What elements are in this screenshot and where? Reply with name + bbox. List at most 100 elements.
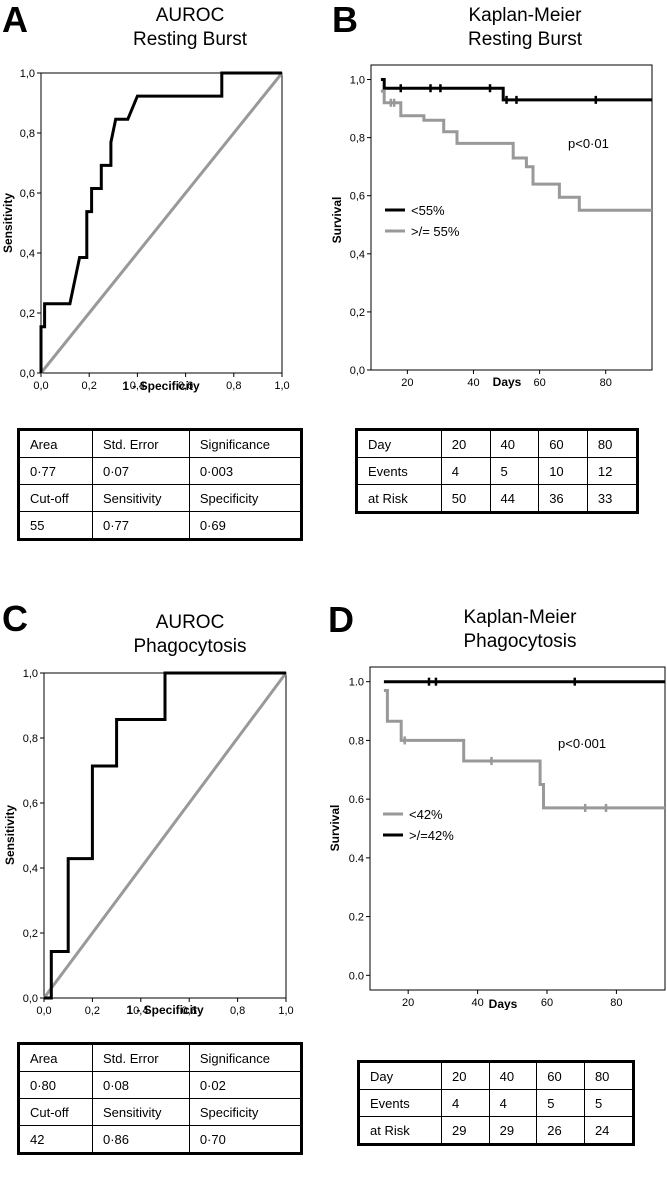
table-row: at Risk 50 44 36 33	[356, 484, 639, 513]
table-cell: 50	[440, 484, 491, 513]
x-tick-label: 0,2	[82, 380, 97, 392]
table-cell: 10	[538, 457, 588, 485]
reference-diagonal-line	[39, 72, 284, 374]
table-row: at Risk 29 29 26 24	[358, 1116, 635, 1145]
table-cell: Specificity	[188, 484, 303, 512]
km-chart-phagocytosis: 20 40 60 800.00.20.40.60.81.0 p<0·001 <42% …	[328, 666, 666, 1010]
risk-table-resting-burst: Day 20 40 60 80 Events 4 5 10 12 at Risk 50 44 36 33	[355, 428, 639, 514]
reference-diagonal-line	[42, 672, 288, 999]
y-tick-label: 0,4	[350, 249, 365, 261]
table-cell: 0·003	[188, 457, 303, 485]
table-cell: 0·80	[18, 1071, 93, 1099]
table-cell: 26	[536, 1116, 585, 1145]
p-value-annotation: p<0·01	[568, 136, 609, 151]
table-cell: 4	[440, 1089, 490, 1117]
x-tick-label: 0,2	[85, 1005, 100, 1017]
y-tick-label: 0.8	[349, 735, 364, 747]
survival-curve-1	[380, 78, 652, 102]
table-cell: 80	[583, 1061, 635, 1090]
y-tick-label: 0,0	[350, 365, 365, 377]
panel-d-title: Kaplan-Meier Phagocytosis	[400, 606, 640, 654]
table-cell: 0·77	[92, 511, 190, 540]
x-axis-label: Days	[489, 997, 518, 1010]
table-cell: 33	[586, 484, 639, 513]
table-row: 42 0·86 0·70	[18, 1125, 303, 1154]
table-row: Events 4 4 5 5	[358, 1089, 635, 1117]
x-tick-label: 20	[402, 997, 414, 1009]
table-row: Area Std. Error Significance	[18, 1043, 303, 1072]
plot-frame	[370, 64, 653, 371]
table-cell: Sensitivity	[92, 484, 190, 512]
y-tick-label: 0,4	[20, 248, 35, 260]
panel-b-title: Kaplan-Meier Resting Burst	[405, 4, 645, 52]
panel-letter-d: D	[328, 599, 354, 640]
table-row: 55 0·77 0·69	[18, 511, 303, 540]
table-cell: 42	[18, 1125, 93, 1154]
y-tick-label: 0,2	[20, 308, 35, 320]
table-cell: 80	[586, 429, 639, 458]
table-cell: 0·08	[92, 1071, 190, 1099]
y-tick-label: 0.4	[349, 853, 364, 865]
table-cell: Events	[358, 1089, 442, 1117]
table-row: Cut-off Sensitivity Specificity	[18, 1098, 303, 1126]
x-axis-label: 1 - Specificity	[122, 379, 200, 393]
y-tick-label: 0,2	[350, 307, 365, 319]
table-cell: 0·02	[188, 1071, 303, 1099]
x-tick-label: 40	[471, 997, 483, 1009]
x-tick-label: 0,6	[178, 380, 193, 392]
y-tick-label: 1,0	[23, 668, 38, 680]
survival-curve-1	[383, 689, 665, 810]
panel-b-title-line1: Kaplan-Meier	[468, 5, 582, 26]
y-tick-label: 0,0	[20, 368, 35, 380]
table-cell: at Risk	[356, 484, 442, 513]
table-cell: Day	[358, 1061, 442, 1090]
y-tick-label: 0,4	[23, 863, 38, 875]
table-cell: 40	[489, 429, 540, 458]
table-cell: 5	[583, 1089, 635, 1117]
table-cell: 0·69	[188, 511, 303, 540]
y-axis-label: Sensitivity	[3, 805, 17, 865]
roc-chart-phagocytosis: 0,0 0,2 0,4 0,6 0,8 1,0 0,0 0,2 0,4 0,6 0,8 1,0 1 -…	[3, 668, 294, 1017]
roc-stats-table-phagocytosis: Area Std. Error Significance 0·80 0·08 0·02 Cu…	[17, 1042, 303, 1155]
table-cell: 0·07	[92, 457, 190, 485]
table-cell: Significance	[188, 1043, 303, 1072]
table-cell: Sensitivity	[92, 1098, 190, 1126]
panel-b-title-line2: Resting Burst	[467, 29, 583, 50]
table-cell: 4	[488, 1089, 538, 1117]
table-cell: 60	[536, 1061, 585, 1090]
table-row: Day 20 40 60 80	[358, 1061, 635, 1090]
table-cell: 5	[536, 1089, 585, 1117]
x-tick-label: 0,6	[182, 1005, 197, 1017]
panel-a-title-line2: Resting Burst	[132, 29, 248, 50]
y-axis-label: Survival	[330, 197, 344, 244]
panel-c-title-line1: AUROC	[155, 612, 225, 633]
x-tick-label: 0,8	[230, 1005, 245, 1017]
table-cell: 20	[440, 429, 491, 458]
table-cell: Cut-off	[18, 484, 93, 512]
p-value-annotation: p<0·001	[558, 736, 606, 751]
table-row: Area Std. Error Significance	[18, 429, 303, 458]
table-cell: at Risk	[358, 1116, 442, 1145]
table-cell: 4	[440, 457, 491, 485]
y-tick-label: 0.6	[349, 794, 364, 806]
y-tick-label: 0.2	[349, 912, 364, 924]
roc-chart-resting-burst: 0,0 0,2 0,4 0,6 0,8 1,0 0,0 0,2 0,4 0,6 0,8 1,0 1 -…	[1, 68, 290, 393]
x-tick-label: 0,4	[130, 380, 145, 392]
plot-frame	[40, 72, 283, 374]
x-tick-label: 40	[467, 377, 479, 389]
y-tick-label: 1.0	[349, 677, 364, 689]
table-cell: 29	[488, 1116, 538, 1145]
panel-c-title: AUROC Phagocytosis	[90, 611, 290, 659]
y-axis-label: Sensitivity	[1, 193, 15, 253]
roc-stats-table-resting-burst: Area Std. Error Significance 0·77 0·07 0·003 C…	[17, 428, 303, 541]
table-cell: Significance	[188, 429, 303, 458]
table-cell: Std. Error	[92, 429, 190, 458]
roc-curve-line	[44, 671, 286, 1000]
panel-c-title-line2: Phagocytosis	[133, 636, 247, 657]
panel-letter-a: A	[2, 0, 28, 40]
table-cell: 20	[440, 1061, 490, 1090]
table-cell: Day	[356, 429, 442, 458]
table-row: Day 20 40 60 80	[356, 429, 639, 458]
panel-letter-b: B	[332, 0, 358, 40]
table-cell: Specificity	[188, 1098, 303, 1126]
